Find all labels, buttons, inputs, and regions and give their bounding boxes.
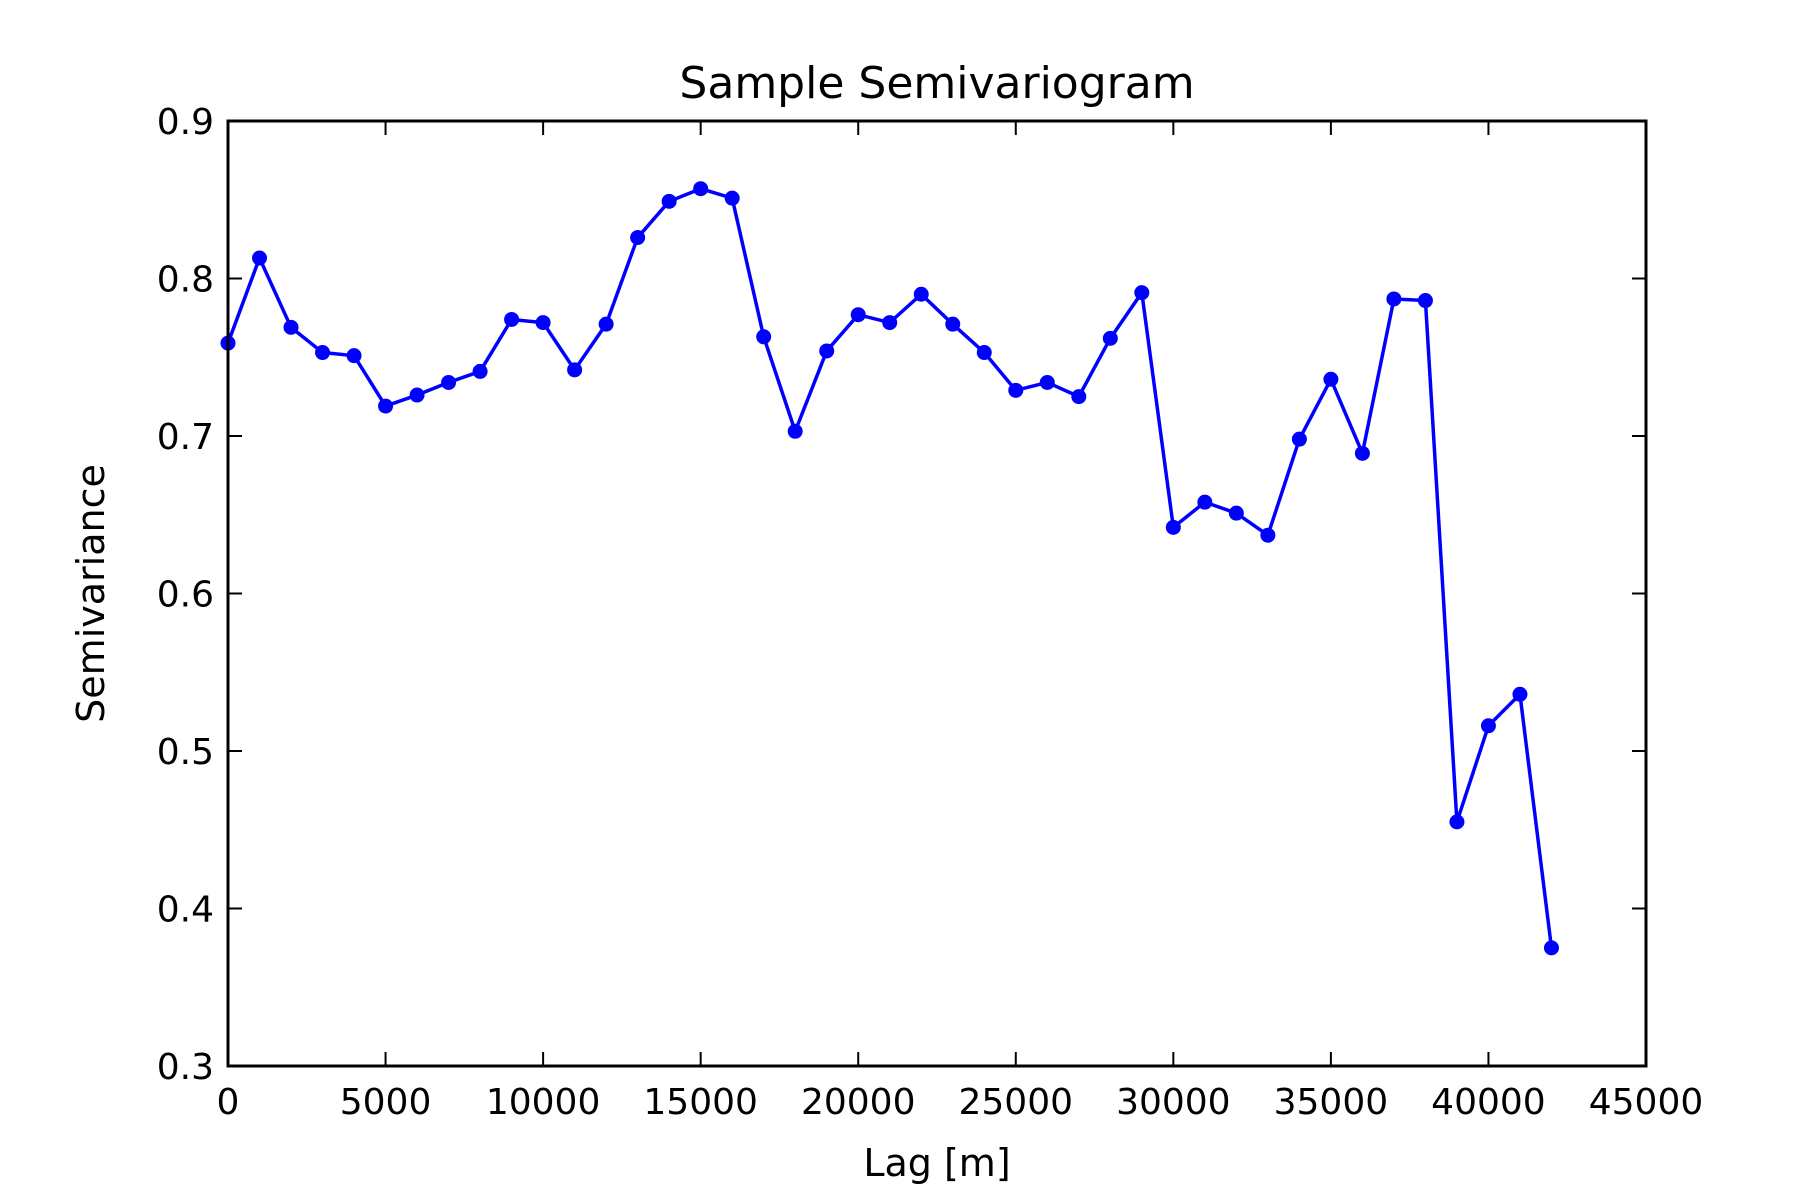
- data-point: [567, 362, 583, 378]
- data-point: [1543, 940, 1559, 956]
- data-point: [819, 343, 835, 359]
- data-point: [409, 387, 425, 403]
- x-tick-label: 5000: [340, 1082, 432, 1123]
- x-axis-ticks: 0 5000 10000 15000 20000 25000 30000 35000 40000…: [217, 121, 1704, 1123]
- data-point: [1071, 389, 1087, 405]
- x-tick-label: 45000: [1589, 1082, 1704, 1123]
- data-point: [976, 345, 992, 361]
- data-point: [1417, 293, 1433, 309]
- data-point: [315, 345, 331, 361]
- y-axis-title: Semivariance: [69, 464, 113, 723]
- x-tick-label: 15000: [643, 1082, 758, 1123]
- x-tick-label: 10000: [486, 1082, 601, 1123]
- data-point: [1449, 814, 1465, 830]
- y-axis-ticks: 0.3 0.4 0.5 0.6 0.7 0.8 0.9: [157, 102, 1646, 1088]
- data-point: [693, 181, 709, 197]
- data-point: [1512, 686, 1528, 702]
- data-point: [472, 363, 488, 379]
- data-point: [1386, 291, 1402, 307]
- data-point: [756, 329, 772, 345]
- y-tick-label: 0.5: [157, 732, 214, 773]
- x-tick-label: 0: [217, 1082, 240, 1123]
- data-point: [283, 319, 299, 335]
- x-tick-label: 40000: [1431, 1082, 1546, 1123]
- chart-title: Sample Semivariogram: [679, 58, 1194, 109]
- data-point: [945, 316, 961, 332]
- y-tick-label: 0.8: [157, 260, 214, 301]
- data-point: [1291, 431, 1307, 447]
- data-point: [850, 307, 866, 323]
- data-point: [1165, 519, 1181, 535]
- y-tick-label: 0.3: [157, 1047, 214, 1088]
- data-point: [504, 311, 520, 327]
- data-point: [441, 374, 457, 390]
- data-point: [252, 250, 268, 266]
- data-point: [1039, 374, 1055, 390]
- data-point: [630, 230, 646, 246]
- data-point: [1228, 505, 1244, 521]
- data-point: [724, 190, 740, 206]
- x-tick-label: 25000: [959, 1082, 1074, 1123]
- y-tick-label: 0.6: [157, 575, 214, 616]
- data-point: [1480, 718, 1496, 734]
- data-point: [1354, 445, 1370, 461]
- plot-content: [220, 181, 1559, 956]
- data-point: [346, 348, 362, 364]
- data-point: [1197, 494, 1213, 510]
- y-tick-label: 0.7: [157, 417, 214, 458]
- data-point: [787, 423, 803, 439]
- x-tick-label: 20000: [801, 1082, 916, 1123]
- x-tick-label: 30000: [1116, 1082, 1231, 1123]
- data-point: [598, 316, 614, 332]
- data-point: [1102, 330, 1118, 346]
- data-point: [913, 286, 929, 302]
- x-axis-title: Lag [m]: [863, 1141, 1010, 1185]
- y-tick-label: 0.4: [157, 890, 214, 931]
- data-point: [1260, 527, 1276, 543]
- data-point: [661, 193, 677, 209]
- data-point: [1008, 382, 1024, 398]
- data-point: [535, 315, 551, 331]
- data-point: [1323, 371, 1339, 387]
- data-point: [882, 315, 898, 331]
- data-point: [378, 398, 394, 414]
- y-tick-label: 0.9: [157, 102, 214, 143]
- x-tick-label: 35000: [1274, 1082, 1389, 1123]
- data-point: [1134, 285, 1150, 301]
